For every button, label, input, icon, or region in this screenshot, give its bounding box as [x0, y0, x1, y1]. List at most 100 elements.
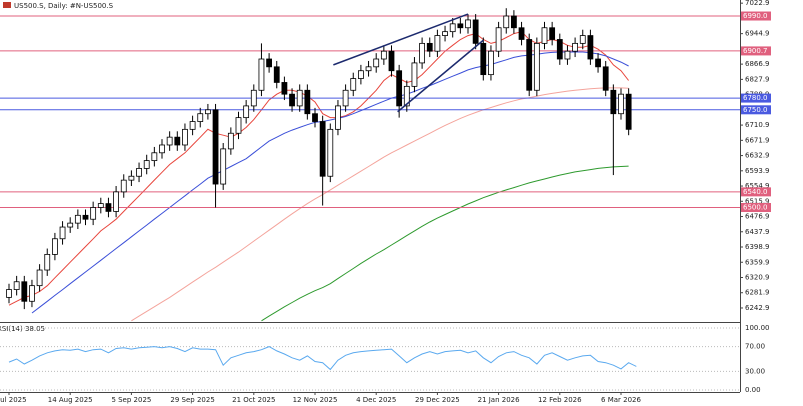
candle-body [90, 207, 97, 220]
y-tick-label: 6281.9 [745, 289, 770, 297]
level-label-box [741, 203, 771, 213]
y-tick-label: 6632.9 [745, 152, 770, 160]
y-tick-label: 6866.9 [745, 60, 770, 68]
x-tick-label: 5 Sep 2025 [111, 396, 151, 404]
level-label-box [741, 187, 771, 197]
candle-body [357, 70, 364, 79]
level-label-box [741, 11, 771, 21]
candle-body [97, 203, 104, 208]
trend-line [333, 13, 469, 66]
candle-body [396, 70, 403, 107]
y-tick-label: 6242.9 [745, 304, 770, 312]
x-tick-label: 29 Sep 2025 [170, 396, 214, 404]
candle-body [579, 35, 586, 44]
candle-body [587, 35, 594, 60]
candle-body [526, 39, 533, 91]
candle-body [556, 39, 563, 60]
candle-body [105, 203, 112, 212]
candle-body [289, 93, 295, 107]
x-tick-label: 21 Oct 2025 [232, 396, 275, 404]
candle-body [197, 113, 204, 122]
level-label-box [741, 46, 771, 56]
candle-body [411, 62, 418, 87]
candle-body [602, 66, 609, 91]
y-tick-label: 6320.9 [745, 273, 770, 281]
candle-body [250, 89, 257, 107]
candle-body [434, 35, 441, 52]
y-tick-label: 6554.9 [745, 182, 770, 190]
x-tick-label: 21 Jan 2026 [478, 396, 521, 404]
candle-body [442, 31, 448, 36]
candle-body [518, 27, 525, 40]
candle-body [595, 58, 601, 68]
candle-body [388, 50, 395, 72]
candle-body [258, 58, 265, 91]
y-tick-label: 6398.9 [745, 243, 770, 251]
indicator-title: RSI(14) 38.05 [0, 325, 45, 333]
level-label: 6990.0 [743, 12, 768, 20]
y-tick-label: 6359.9 [745, 258, 770, 266]
candle-body [74, 214, 81, 224]
moving-average-line [261, 165, 629, 322]
candle-body [480, 42, 487, 76]
candle-body [618, 93, 624, 115]
candle-body [533, 42, 540, 91]
moving-average-line [8, 31, 629, 306]
candle-body [44, 253, 51, 271]
candle-body [510, 15, 517, 29]
indicator-tick-label: 100.00 [745, 324, 770, 332]
candle-body [227, 132, 234, 150]
candle-body [380, 50, 387, 60]
rsi-line [8, 346, 637, 371]
candle-body [136, 168, 142, 177]
candle-body [327, 128, 334, 177]
candle-body [166, 136, 173, 146]
candle-body [296, 89, 303, 107]
candle-body [350, 78, 357, 91]
y-tick-label: 6476.9 [745, 213, 770, 221]
level-label-box [741, 93, 771, 103]
candle-body [457, 23, 464, 29]
indicator-tick-label: 70.00 [745, 343, 765, 351]
level-label: 6780.0 [743, 94, 768, 102]
candle-body [59, 226, 66, 240]
y-tick-label: 6710.9 [745, 121, 770, 129]
indicator-tick-label: 0.00 [745, 386, 761, 394]
candle-body [143, 160, 150, 169]
candle-body [342, 89, 349, 107]
level-label: 6500.0 [743, 204, 768, 212]
level-label: 6540.0 [743, 188, 768, 196]
candle-body [304, 89, 311, 115]
x-tick-label: 14 Aug 2025 [48, 396, 93, 404]
candle-body [488, 50, 494, 76]
y-tick-label: 6827.9 [745, 75, 770, 83]
candle-body [128, 175, 135, 181]
trend-line [397, 39, 484, 113]
level-label-box [741, 105, 771, 115]
candle-body [419, 42, 426, 64]
candle-body [6, 289, 12, 298]
candle-body [549, 27, 556, 40]
moving-average-line [131, 87, 629, 322]
candle-body [159, 144, 165, 154]
x-tick-label: 3 Jul 2025 [0, 396, 27, 404]
candle-body [472, 19, 479, 44]
x-tick-label: 12 Feb 2026 [538, 396, 582, 404]
candle-body [120, 179, 127, 193]
candle-body [36, 269, 43, 287]
candle-body [52, 238, 58, 255]
candle-body [273, 66, 280, 83]
candle-body [541, 27, 548, 44]
candle-body [335, 105, 341, 130]
y-tick-label: 6593.9 [745, 167, 770, 175]
candle-body [266, 58, 273, 68]
candle-body [312, 113, 318, 122]
candle-body [449, 23, 456, 33]
x-tick-label: 12 Nov 2025 [293, 396, 338, 404]
y-tick-label: 7022.9 [745, 0, 770, 7]
y-tick-label: 6671.9 [745, 136, 770, 144]
level-label: 6900.7 [743, 47, 768, 55]
candle-body [67, 222, 74, 228]
candle-body [13, 281, 20, 290]
